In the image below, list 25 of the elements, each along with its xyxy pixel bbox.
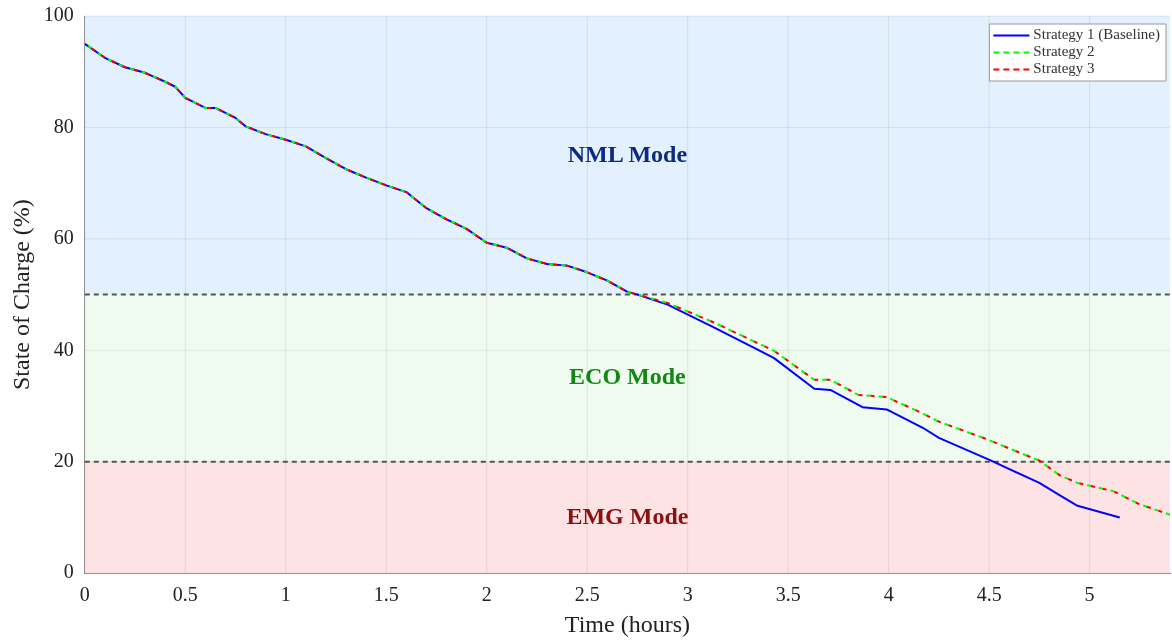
x-tick-label: 5 [1084, 583, 1095, 606]
x-tick-label: 2.5 [574, 583, 600, 606]
legend-label: Strategy 3 [1033, 60, 1095, 77]
band-label: NML Mode [567, 140, 688, 167]
x-tick-label: 3.5 [775, 583, 801, 606]
band-label: ECO Mode [569, 363, 687, 390]
x-tick-label: 0.5 [172, 583, 198, 606]
x-tick-label: 0 [79, 583, 90, 606]
legend-label: Strategy 1 (Baseline) [1033, 26, 1161, 44]
x-tick-label: 1 [280, 583, 291, 606]
x-tick-label: 1.5 [373, 583, 399, 606]
y-tick-label: 60 [53, 226, 74, 249]
x-axis-title: Time (hours) [564, 610, 690, 637]
y-tick-label: 80 [53, 114, 74, 137]
x-tick-label: 3 [682, 583, 693, 606]
band-label: EMG Mode [566, 502, 689, 529]
y-axis-title: State of Charge (%) [7, 199, 34, 391]
y-tick-label: 0 [63, 560, 74, 583]
x-tick-label: 4 [883, 583, 894, 606]
y-tick-label: 20 [53, 449, 74, 472]
y-tick-label: 40 [53, 337, 74, 360]
x-tick-label: 4.5 [976, 583, 1002, 606]
legend-label: Strategy 2 [1033, 43, 1095, 60]
y-tick-label: 100 [43, 3, 74, 26]
x-tick-label: 2 [481, 583, 492, 606]
